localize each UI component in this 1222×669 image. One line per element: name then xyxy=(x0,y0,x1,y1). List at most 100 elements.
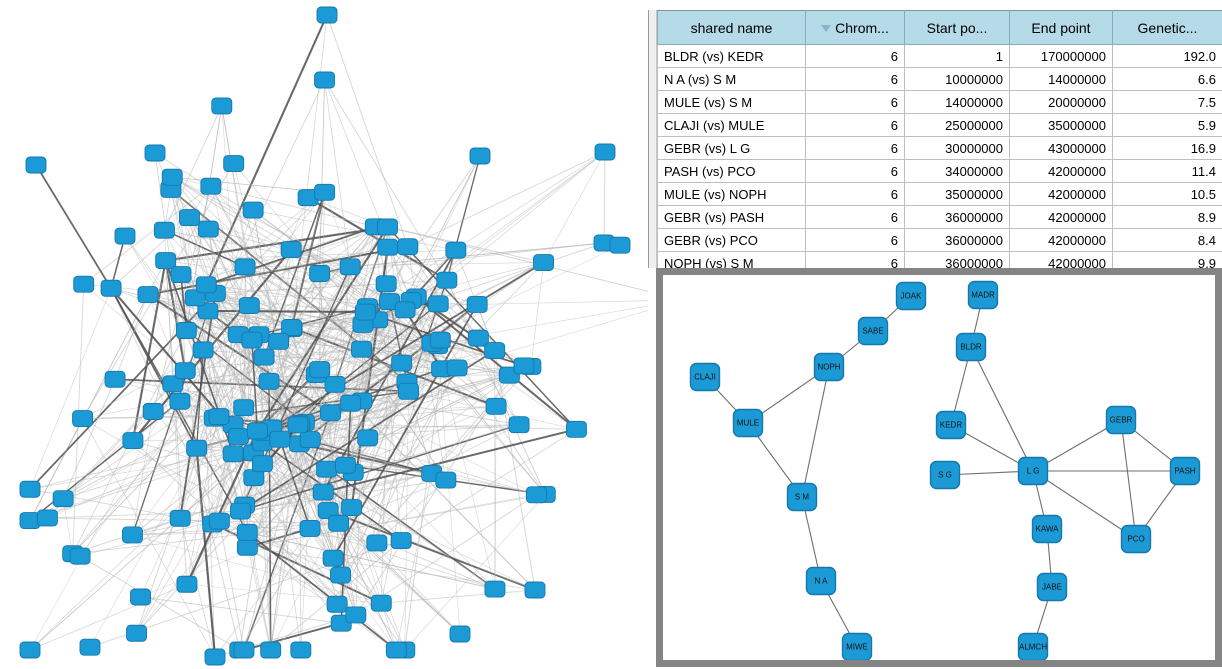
network-node[interactable] xyxy=(375,275,397,293)
network-node[interactable] xyxy=(211,97,233,115)
network-edge[interactable] xyxy=(136,430,258,634)
network-edge[interactable] xyxy=(29,583,188,651)
network-edge[interactable] xyxy=(186,583,382,604)
network-node[interactable]: CLAJI xyxy=(689,362,721,392)
network-edge[interactable] xyxy=(239,327,293,651)
network-edge[interactable] xyxy=(404,391,409,651)
network-node[interactable] xyxy=(19,512,41,529)
network-node[interactable] xyxy=(324,375,346,393)
network-edge[interactable] xyxy=(218,520,245,651)
column-header-start-point[interactable]: Start po... xyxy=(904,10,1010,45)
network-edge[interactable] xyxy=(415,296,578,431)
network-edge[interactable] xyxy=(184,79,325,371)
network-node[interactable]: MIWE xyxy=(841,632,873,661)
network-node[interactable]: S G xyxy=(929,460,961,490)
overview-network-canvas[interactable] xyxy=(0,0,648,669)
network-edge[interactable] xyxy=(186,311,366,331)
network-node[interactable]: N A xyxy=(805,566,837,596)
network-edge[interactable] xyxy=(249,305,362,350)
network-node[interactable] xyxy=(69,547,91,565)
network-node[interactable] xyxy=(316,460,338,478)
network-node[interactable] xyxy=(260,641,282,659)
network-edge[interactable] xyxy=(164,260,187,371)
network-node[interactable] xyxy=(594,143,616,161)
network-node[interactable] xyxy=(508,416,530,434)
network-edge[interactable] xyxy=(131,260,167,441)
network-node[interactable] xyxy=(195,276,217,294)
network-node[interactable] xyxy=(328,514,350,532)
network-edge[interactable] xyxy=(82,418,241,512)
network-node[interactable]: KEDR xyxy=(935,410,967,440)
table-row[interactable]: GEBR (vs) L G 6 30000000 43000000 16.9 xyxy=(657,136,1222,160)
network-edge[interactable] xyxy=(243,443,300,651)
network-edge[interactable] xyxy=(350,155,481,404)
network-node[interactable]: SABE xyxy=(857,316,889,346)
network-edge[interactable] xyxy=(251,339,259,431)
network-node[interactable] xyxy=(524,581,546,599)
network-node[interactable] xyxy=(485,397,507,415)
network-edge[interactable] xyxy=(179,518,216,658)
network-node[interactable]: PCO xyxy=(1120,524,1152,554)
network-node[interactable] xyxy=(197,302,219,320)
network-node[interactable] xyxy=(234,258,256,276)
network-node[interactable] xyxy=(186,439,208,457)
network-node[interactable] xyxy=(114,227,136,245)
network-edge[interactable] xyxy=(206,192,325,286)
table-row[interactable]: MULE (vs) NOPH 6 35000000 42000000 10.5 xyxy=(657,182,1222,206)
network-node[interactable] xyxy=(144,144,166,162)
network-edge[interactable] xyxy=(62,356,265,500)
network-node[interactable] xyxy=(122,432,144,450)
network-edge[interactable] xyxy=(171,176,433,344)
network-edge[interactable] xyxy=(246,531,397,651)
network-node[interactable] xyxy=(390,532,412,550)
network-node[interactable] xyxy=(251,455,273,473)
network-node[interactable] xyxy=(335,456,356,474)
network-node[interactable] xyxy=(72,410,94,428)
network-edge[interactable] xyxy=(270,540,402,651)
network-node[interactable] xyxy=(246,422,268,440)
network-edge[interactable] xyxy=(380,343,433,604)
network-edge[interactable] xyxy=(376,362,403,544)
network-node[interactable] xyxy=(227,428,249,445)
table-row[interactable]: N A (vs) S M 6 10000000 14000000 6.6 xyxy=(657,67,1222,91)
network-edge[interactable] xyxy=(1032,470,1137,540)
column-header-genetic[interactable]: Genetic... xyxy=(1112,10,1222,45)
network-node[interactable] xyxy=(394,301,416,319)
network-node[interactable] xyxy=(351,340,372,358)
network-edge[interactable] xyxy=(324,79,412,301)
network-edge[interactable] xyxy=(110,235,126,289)
network-edge[interactable] xyxy=(189,217,207,285)
network-edge[interactable] xyxy=(407,151,606,248)
network-edge[interactable] xyxy=(83,185,212,285)
network-node[interactable] xyxy=(341,499,363,516)
network-node[interactable]: MULE xyxy=(732,408,764,438)
network-edge[interactable] xyxy=(210,185,376,228)
network-node[interactable] xyxy=(200,177,222,195)
network-edge[interactable] xyxy=(240,510,397,651)
overview-network-panel[interactable] xyxy=(0,0,648,669)
network-node[interactable] xyxy=(446,359,468,377)
column-header-chromosome[interactable]: Chrom... xyxy=(805,10,905,45)
network-node[interactable] xyxy=(230,502,251,520)
network-node[interactable]: BLDR xyxy=(955,332,987,362)
network-edge[interactable] xyxy=(110,287,248,533)
network-node[interactable] xyxy=(197,220,219,238)
network-edge[interactable] xyxy=(164,230,264,433)
network-node[interactable] xyxy=(242,201,264,219)
network-edge[interactable] xyxy=(221,105,239,335)
network-edge[interactable] xyxy=(124,235,272,429)
network-edge[interactable] xyxy=(400,428,577,541)
network-edge[interactable] xyxy=(603,151,606,244)
network-edge[interactable] xyxy=(494,350,536,591)
table-row[interactable]: GEBR (vs) PASH 6 36000000 42000000 8.9 xyxy=(657,205,1222,229)
edge-table-panel[interactable]: shared name Chrom... Start po... End poi… xyxy=(648,10,1222,275)
edge-table[interactable]: shared name Chrom... Start po... End poi… xyxy=(657,10,1222,275)
network-node[interactable] xyxy=(290,641,312,659)
network-node[interactable] xyxy=(175,322,197,339)
network-edge[interactable] xyxy=(136,334,239,634)
detail-network-canvas[interactable]: CLAJI MULE NOPH SABE JOAK S M N A MIWE MADR BLDR K… xyxy=(663,275,1215,660)
network-node[interactable] xyxy=(280,241,302,259)
network-edge[interactable] xyxy=(195,448,217,658)
network-edge[interactable] xyxy=(179,339,253,519)
network-node[interactable] xyxy=(322,549,344,567)
